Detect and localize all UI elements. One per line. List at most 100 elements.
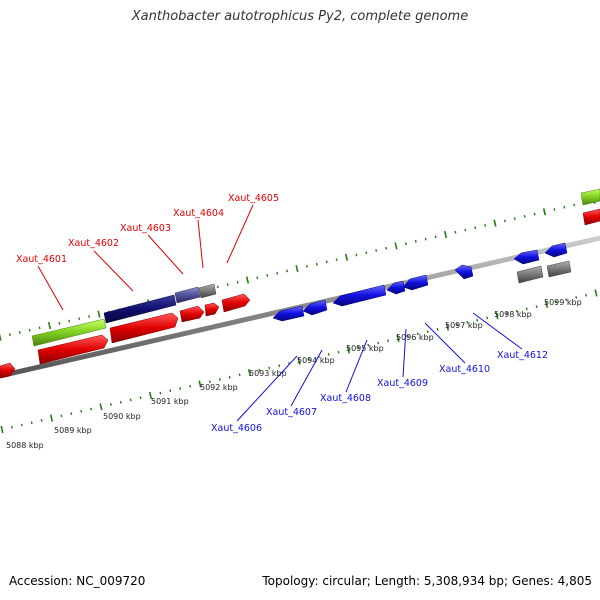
- major-tick: [198, 380, 202, 388]
- minor-tick: [216, 285, 219, 289]
- minor-tick: [406, 334, 409, 338]
- reverse-gene-labels: [236, 312, 523, 422]
- minor-tick: [256, 276, 259, 280]
- minor-tick: [305, 265, 308, 268]
- lower-tick-track: [0, 289, 598, 434]
- minor-tick: [367, 343, 370, 347]
- minor-tick: [139, 396, 142, 400]
- forward-gene: [582, 208, 600, 226]
- minor-tick: [68, 319, 71, 323]
- major-tick: [97, 310, 101, 318]
- minor-tick: [307, 357, 310, 361]
- gene-label-xaut-4612[interactable]: Xaut_4612: [497, 350, 548, 361]
- minor-tick: [454, 230, 457, 234]
- minor-tick: [416, 332, 419, 336]
- minor-tick: [189, 384, 192, 388]
- minor-tick: [434, 235, 437, 239]
- major-tick: [394, 242, 398, 250]
- label-leader: [424, 322, 466, 364]
- minor-tick: [80, 409, 83, 413]
- minor-tick: [208, 380, 211, 384]
- minor-tick: [503, 219, 506, 223]
- label-leader: [197, 219, 204, 269]
- gene-label-xaut-4602[interactable]: Xaut_4602: [68, 238, 119, 249]
- minor-tick: [88, 315, 91, 318]
- major-tick: [396, 334, 400, 343]
- major-tick: [493, 219, 497, 227]
- gene-label-xaut-4610[interactable]: Xaut_4610: [439, 364, 490, 375]
- minor-tick: [238, 373, 241, 377]
- gene-label-xaut-4607[interactable]: Xaut_4607: [266, 407, 317, 418]
- major-tick: [0, 425, 4, 434]
- minor-tick: [159, 391, 162, 395]
- minor-tick: [40, 419, 43, 422]
- gene-label-xaut-4605[interactable]: Xaut_4605: [228, 193, 279, 204]
- minor-tick: [436, 327, 439, 331]
- major-tick: [247, 369, 252, 377]
- minor-tick: [375, 249, 378, 252]
- minor-tick: [276, 271, 279, 275]
- gene-label-xaut-4606[interactable]: Xaut_4606: [211, 423, 262, 434]
- gene-label-xaut-4603[interactable]: Xaut_4603: [120, 223, 171, 234]
- gene-label-xaut-4609[interactable]: Xaut_4609: [377, 378, 428, 389]
- major-tick: [245, 276, 250, 284]
- minor-tick: [228, 375, 231, 379]
- minor-tick: [169, 389, 172, 393]
- minor-tick: [325, 260, 328, 264]
- major-tick: [443, 230, 448, 239]
- label-leader: [236, 355, 298, 422]
- label-leader: [290, 349, 323, 407]
- minor-tick: [327, 353, 330, 356]
- minor-tick: [38, 326, 41, 330]
- minor-tick: [575, 296, 578, 299]
- forward-gene: [109, 312, 179, 344]
- minor-tick: [18, 331, 21, 334]
- minor-tick: [258, 368, 261, 372]
- minor-tick: [335, 258, 338, 261]
- major-tick: [495, 312, 499, 320]
- reverse-gene: [513, 249, 540, 265]
- gene-label-xaut-4601[interactable]: Xaut_4601: [16, 254, 67, 265]
- gene-feature-purple: [174, 286, 201, 304]
- gene-feature-grey: [198, 283, 217, 299]
- major-tick: [544, 300, 549, 308]
- minor-tick: [513, 217, 516, 220]
- minor-tick: [10, 425, 13, 429]
- major-tick: [295, 265, 299, 273]
- minor-tick: [553, 208, 556, 211]
- minor-tick: [30, 421, 33, 425]
- reverse-gene: [454, 264, 474, 280]
- minor-tick: [266, 274, 269, 277]
- major-tick: [445, 323, 450, 331]
- minor-tick: [555, 300, 558, 304]
- minor-tick: [278, 364, 281, 368]
- forward-gene: [37, 334, 109, 365]
- minor-tick: [486, 316, 489, 320]
- gene-feature-green-far: [580, 188, 600, 206]
- gene-label-xaut-4608[interactable]: Xaut_4608: [320, 393, 371, 404]
- minor-tick: [58, 321, 61, 325]
- accession-text: Accession: NC_009720: [9, 574, 146, 588]
- reverse-gene: [402, 274, 429, 291]
- minor-tick: [70, 412, 73, 415]
- minor-tick: [464, 228, 467, 232]
- label-leader: [226, 204, 254, 264]
- major-tick: [47, 322, 52, 330]
- minor-tick: [355, 253, 358, 257]
- label-leader: [147, 234, 184, 275]
- tick-label: 5095 kbp: [346, 344, 384, 353]
- forward-gene: [204, 302, 220, 317]
- tick-label: 5098 kbp: [494, 310, 532, 319]
- genome-summary-text: Topology: circular; Length: 5,308,934 bp…: [262, 574, 592, 588]
- minor-tick: [414, 239, 417, 243]
- minor-tick: [236, 280, 239, 284]
- gene-label-xaut-4604[interactable]: Xaut_4604: [173, 208, 224, 219]
- minor-tick: [337, 350, 340, 354]
- minor-tick: [505, 312, 508, 315]
- minor-tick: [426, 330, 429, 333]
- minor-tick: [286, 269, 289, 273]
- minor-tick: [179, 387, 182, 390]
- minor-tick: [226, 283, 229, 286]
- tick-label: 5097 kbp: [445, 321, 483, 330]
